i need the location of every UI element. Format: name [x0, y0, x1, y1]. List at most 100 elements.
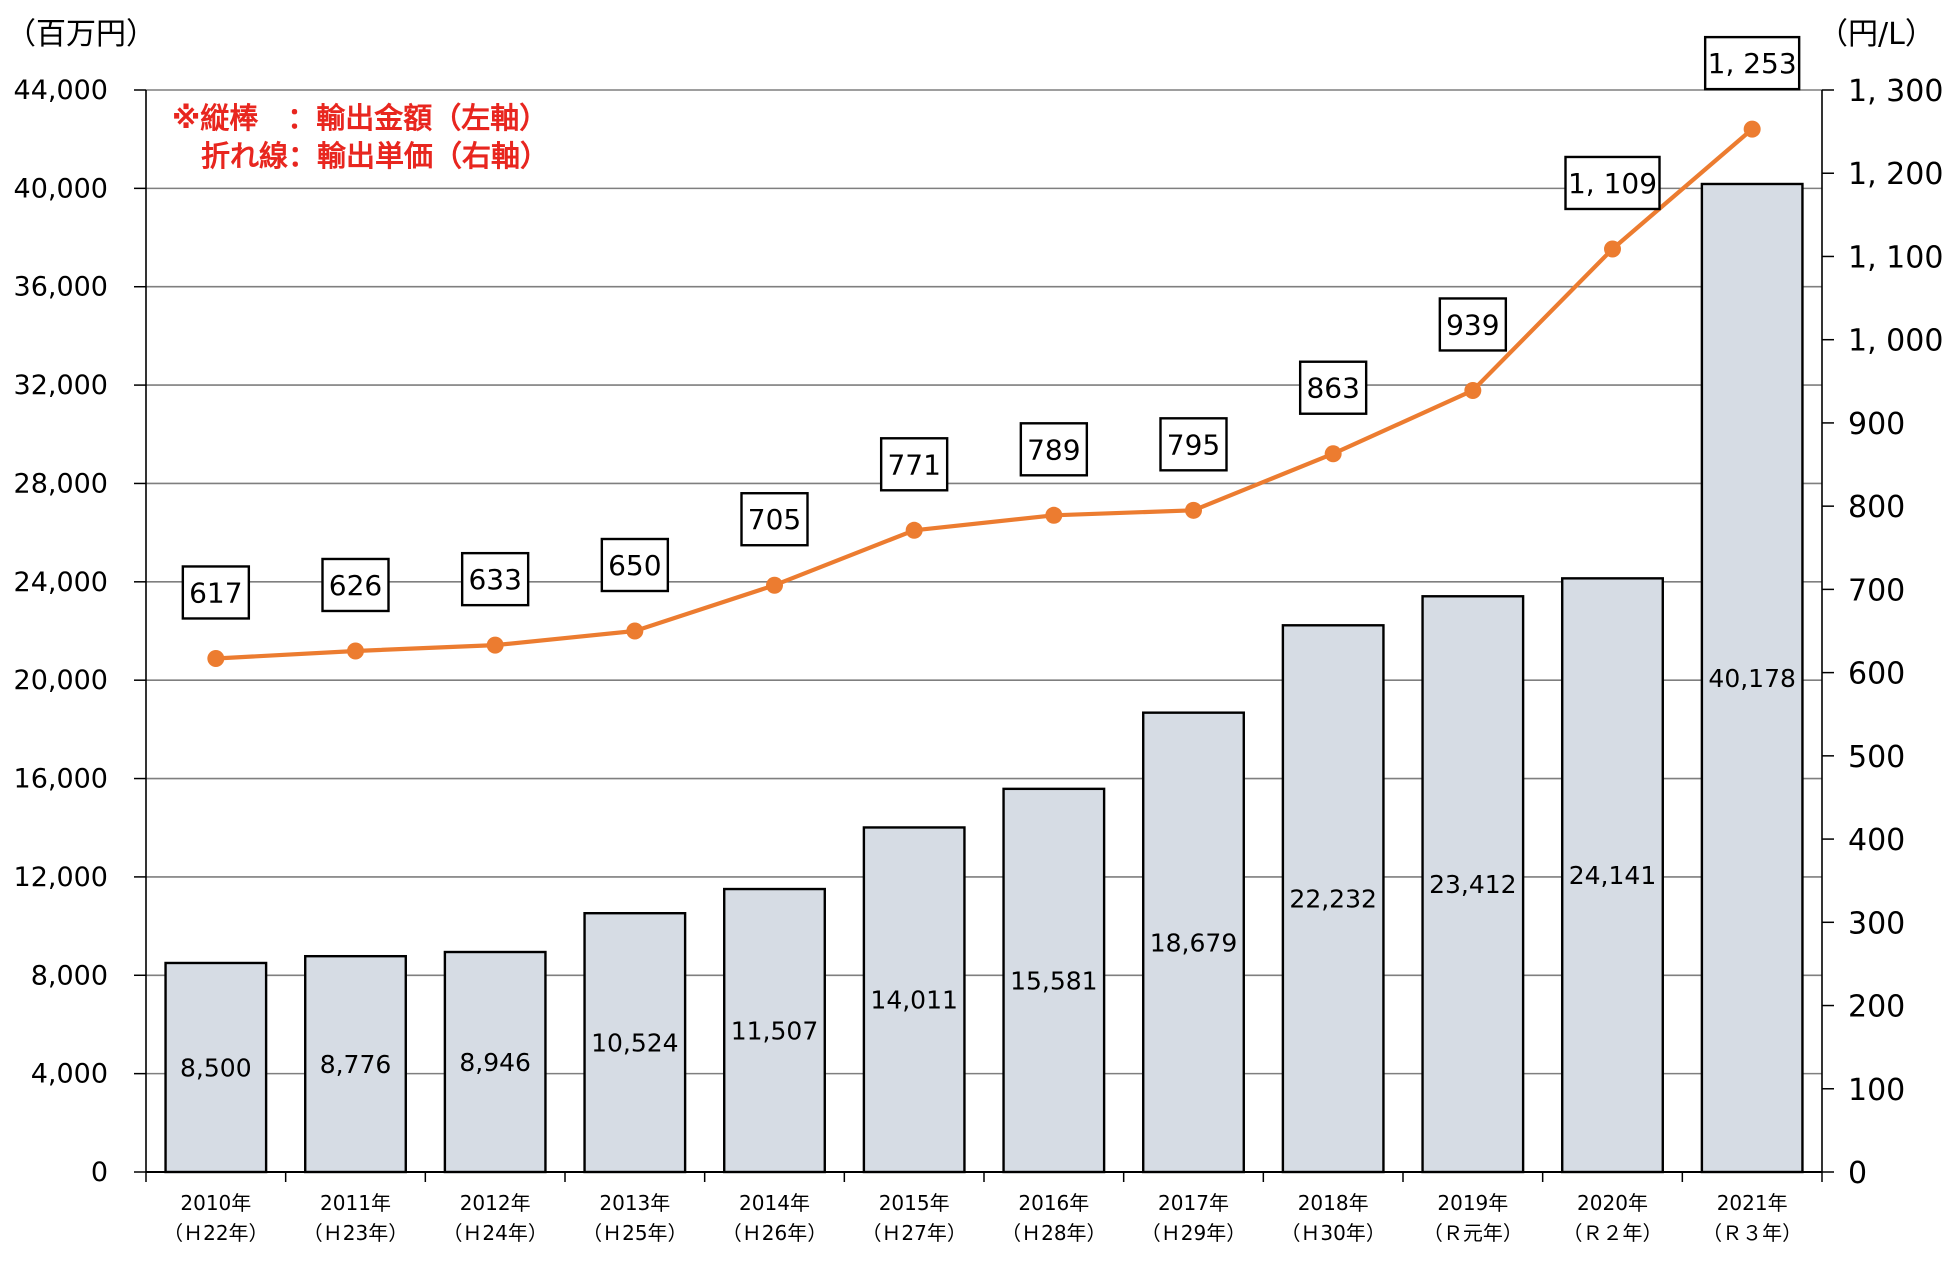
price-value-label: 863: [1306, 372, 1359, 405]
bar-value-label: 23,412: [1429, 870, 1516, 899]
bar-value-label: 22,232: [1289, 885, 1376, 914]
right-tick-label: 900: [1848, 407, 1905, 442]
legend: ※縦棒 ：輸出金額（左軸） 折れ線：輸出単価（右軸）: [172, 101, 549, 173]
category-era-label: （Ｒ元年）: [1423, 1221, 1523, 1245]
bar-series: 8,500 8,776 8,946 10,524 11,507 14,011 15,581 1…: [164, 182, 1804, 1174]
category-era-label: （Ｈ28年）: [1001, 1221, 1106, 1245]
price-point: [766, 576, 783, 594]
category-era-label: （Ｒ２年）: [1563, 1221, 1663, 1245]
category-labels: 2010年 （Ｈ22年） 2011年 （Ｈ23年） 2012年 （Ｈ24年） 2013年 （Ｈ…: [163, 1191, 1802, 1245]
bar: [1421, 595, 1525, 1174]
bar: [862, 826, 966, 1174]
left-axis-ticks: 0 4,000 8,000 12,000 16,000 20,000 24,000 28,00…: [14, 75, 108, 1188]
left-tick-label: 4,000: [31, 1059, 108, 1090]
right-tick-label: 200: [1848, 990, 1905, 1025]
price-label-box: [740, 492, 809, 547]
right-tick-label: 600: [1848, 657, 1905, 692]
category-year-label: 2014年: [739, 1191, 810, 1215]
bar-value-label: 40,178: [1708, 664, 1795, 693]
bar: [1142, 711, 1245, 1174]
price-value-label: 1, 109: [1568, 167, 1657, 200]
price-label-box: [460, 551, 530, 607]
right-axis-unit: （円/L）: [1818, 17, 1935, 52]
gridlines: [146, 89, 1822, 1075]
price-value-label: 617: [189, 576, 242, 609]
bar-value-label: 10,524: [591, 1029, 678, 1058]
price-point: [347, 642, 364, 660]
price-value-label: 626: [329, 569, 382, 602]
price-point: [905, 521, 923, 539]
category-era-label: （Ｒ３年）: [1702, 1221, 1802, 1245]
left-tick-label: 24,000: [14, 567, 108, 598]
right-tick-label: 1, 000: [1848, 324, 1943, 359]
price-point: [207, 649, 225, 667]
right-tick-label: 0: [1848, 1156, 1867, 1191]
category-year-label: 2015年: [879, 1191, 950, 1215]
price-value-label: 789: [1027, 433, 1080, 466]
bar: [164, 961, 268, 1174]
price-point: [1464, 381, 1482, 399]
price-point: [486, 636, 504, 654]
category-era-label: （Ｈ22年）: [163, 1221, 268, 1245]
price-point: [1045, 506, 1063, 524]
category-year-label: 2012年: [460, 1191, 531, 1215]
left-tick-label: 36,000: [14, 272, 108, 303]
right-tick-label: 700: [1848, 573, 1905, 608]
right-tick-label: 100: [1848, 1073, 1905, 1108]
price-point: [626, 622, 644, 640]
right-axis-ticks: 0 100 200 300 400 500 600 700 800 900 1, 000 1, 100…: [1848, 74, 1943, 1191]
price-label-box: [879, 437, 949, 492]
left-tick-label: 8,000: [31, 960, 108, 991]
price-value-label: 633: [468, 563, 521, 596]
left-tick-label: 40,000: [14, 173, 108, 204]
price-label-box: [1019, 422, 1089, 477]
category-era-label: （Ｈ26年）: [722, 1221, 827, 1245]
left-tick-label: 44,000: [14, 75, 108, 106]
price-label-box: [1438, 297, 1508, 352]
legend-line-2: 折れ線：輸出単価（右軸）: [172, 139, 549, 173]
price-label-box: [1159, 417, 1228, 472]
price-label-box: [321, 557, 390, 613]
legend-line-1: ※縦棒 ：輸出金額（左軸）: [172, 101, 548, 135]
price-point: [1185, 501, 1202, 519]
bar: [1002, 787, 1106, 1174]
bar-value-label: 15,581: [1010, 966, 1097, 995]
bar: [1700, 182, 1804, 1174]
category-era-label: （Ｈ27年）: [861, 1221, 966, 1245]
price-value-label: 650: [608, 549, 661, 582]
bar-value-label: 18,679: [1150, 928, 1237, 957]
left-tick-label: 28,000: [14, 468, 108, 499]
category-era-label: （Ｈ29年）: [1141, 1221, 1246, 1245]
category-year-label: 2018年: [1298, 1191, 1369, 1215]
category-era-label: （Ｈ24年）: [442, 1221, 547, 1245]
price-value-label: 1, 253: [1708, 47, 1797, 80]
price-point: [1743, 120, 1761, 138]
left-tick-label: 12,000: [14, 862, 108, 893]
category-year-label: 2013年: [599, 1191, 670, 1215]
left-tick-label: 0: [91, 1157, 108, 1188]
bar: [1281, 624, 1385, 1174]
bar-value-label: 8,500: [180, 1053, 252, 1082]
price-value-label: 705: [748, 503, 801, 536]
price-value-label: 795: [1167, 428, 1220, 461]
right-tick-label: 400: [1848, 823, 1905, 858]
left-axis-unit: （百万円）: [6, 17, 156, 52]
category-year-label: 2011年: [320, 1191, 391, 1215]
bar: [443, 950, 547, 1174]
price-point: [1324, 445, 1342, 463]
bar: [723, 887, 826, 1174]
price-label-box: [600, 537, 670, 593]
category-year-label: 2019年: [1437, 1191, 1508, 1215]
bar: [304, 954, 407, 1174]
category-era-label: （Ｈ25年）: [582, 1221, 687, 1245]
price-label-box: [1564, 155, 1661, 211]
category-year-label: 2017年: [1158, 1191, 1229, 1215]
price-label-box: [181, 565, 251, 620]
bar-value-label: 11,507: [731, 1017, 818, 1046]
price-label-box: [1298, 360, 1368, 415]
left-tick-label: 32,000: [14, 370, 108, 401]
axes: [134, 89, 1834, 1182]
right-tick-label: 1, 300: [1848, 74, 1943, 109]
price-value-label: 939: [1446, 308, 1499, 341]
